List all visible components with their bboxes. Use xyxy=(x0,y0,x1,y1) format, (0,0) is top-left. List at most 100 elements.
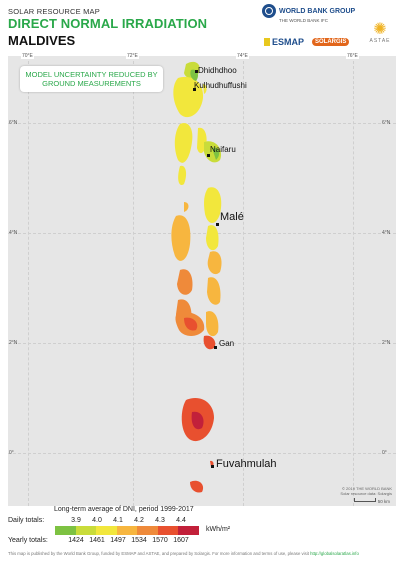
legend-daily-value: 4.3 xyxy=(155,517,165,524)
place-kulhudhuffushi[interactable]: Kulhudhuffushi xyxy=(194,81,247,90)
world-bank-globe-icon xyxy=(262,4,276,18)
astae-logo[interactable]: ✺ ASTAE xyxy=(368,21,392,45)
legend-swatch xyxy=(96,526,117,535)
atoll-addu-inner xyxy=(191,411,204,430)
atoll-baa xyxy=(178,165,187,186)
atoll-rasdhoo xyxy=(184,202,189,212)
place-dhidhdhoo[interactable]: Dhidhdhoo xyxy=(198,66,237,75)
model-uncertainty-note: MODEL UNCERTAINTY REDUCED BY GROUND MEAS… xyxy=(20,66,163,92)
lat-tick: 2°N xyxy=(9,340,18,346)
header-small-title: SOLAR RESOURCE MAP xyxy=(8,7,100,16)
country-name: MALDIVES xyxy=(8,33,76,48)
legend-swatch xyxy=(55,526,76,535)
lon-tick: 70°E xyxy=(21,53,34,59)
atoll-north-male xyxy=(204,187,222,223)
legend-daily-value: 4.4 xyxy=(176,517,186,524)
footer-note: This map is published by the World Bank … xyxy=(8,551,359,556)
capital-marker xyxy=(216,223,219,226)
lat-tick-right: 0° xyxy=(382,450,387,456)
legend-daily-value: 3.9 xyxy=(71,517,81,524)
place-marker xyxy=(211,465,214,468)
atoll-felidhoo xyxy=(207,251,222,275)
legend-swatch xyxy=(75,526,97,535)
legend-daily-value: 4.0 xyxy=(92,517,102,524)
grid-line-lon xyxy=(353,56,354,506)
legend-color-bar xyxy=(55,526,200,535)
footer-text: This map is published by the World Bank … xyxy=(8,551,309,556)
lat-tick: 6°N xyxy=(9,120,18,126)
map-title: DIRECT NORMAL IRRADIATION xyxy=(8,16,208,31)
scale-bar: 50 km xyxy=(353,498,390,504)
lon-tick: 76°E xyxy=(346,53,359,59)
lat-tick: 0° xyxy=(9,450,14,456)
world-bank-sub: THE WORLD BANK IFC xyxy=(279,18,329,23)
atoll-gaafu-red xyxy=(184,317,198,331)
atoll-laamu xyxy=(206,311,219,337)
atolls-layer xyxy=(171,61,222,493)
lat-tick: 4°N xyxy=(9,230,18,236)
yearly-totals-label: Yearly totals: xyxy=(8,537,48,544)
legend-title: Long-term average of DNI, period 1999-20… xyxy=(54,506,194,513)
grid-line-lat xyxy=(8,233,396,234)
legend-yearly-value: 1424 xyxy=(68,537,84,544)
legend-swatch xyxy=(137,526,158,535)
astae-label: ASTAE xyxy=(369,38,391,44)
place-marker xyxy=(193,88,196,91)
atoll-ari xyxy=(171,215,191,261)
atoll-faafu xyxy=(177,269,193,295)
daily-totals-label: Daily totals: xyxy=(8,517,45,524)
solargis-logo[interactable]: SOLARGIS xyxy=(312,38,350,46)
grid-line-lon xyxy=(243,56,244,506)
lat-tick-right: 2°N xyxy=(382,340,391,346)
grid-line-lon xyxy=(28,56,29,506)
legend-swatch xyxy=(178,526,200,535)
grid-line-lat xyxy=(8,453,396,454)
esmap-bar-icon xyxy=(264,38,270,46)
legend-daily-value: 4.1 xyxy=(113,517,123,524)
grid-line-lat xyxy=(8,123,396,124)
legend-daily-value: 4.2 xyxy=(134,517,144,524)
map-copyright: © 2019 THE WORLD BANK Solar resource dat… xyxy=(340,486,392,496)
legend-unit: kWh/m² xyxy=(206,526,231,533)
legend-yearly-value: 1534 xyxy=(131,537,147,544)
legend-yearly-value: 1607 xyxy=(173,537,189,544)
legend-swatch xyxy=(116,526,138,535)
grid-line-lat xyxy=(8,343,396,344)
world-bank-logo[interactable]: WORLD BANK GROUP xyxy=(262,4,355,18)
atoll-meemu xyxy=(207,277,221,305)
grid-line-lon xyxy=(133,56,134,506)
place-naifaru[interactable]: Naifaru xyxy=(210,145,236,154)
place-gan[interactable]: Gan xyxy=(219,339,235,348)
atoll-south-male xyxy=(206,225,219,251)
map-area[interactable]: 70°E 72°E 74°E 76°E 6°N 4°N 2°N 0° 6°N 4… xyxy=(8,53,396,506)
legend-swatch xyxy=(157,526,179,535)
partner-logos: WORLD BANK GROUP THE WORLD BANK IFC ESMA… xyxy=(262,4,392,54)
legend-yearly-value: 1461 xyxy=(89,537,105,544)
lon-tick: 74°E xyxy=(236,53,249,59)
legend-yearly-value: 1497 xyxy=(110,537,126,544)
footer-link[interactable]: http://globalsolaratlas.info xyxy=(310,551,359,556)
esmap-logo[interactable]: ESMAP xyxy=(264,37,304,47)
place-marker xyxy=(214,346,217,349)
atoll-lhaviyani-green xyxy=(212,147,220,160)
atoll-miladhunmadulu xyxy=(174,122,193,163)
legend-yearly-value: 1570 xyxy=(152,537,168,544)
copyright-text: © 2019 THE WORLD BANK xyxy=(342,486,392,491)
atoll-north-small xyxy=(203,84,207,94)
place-marker xyxy=(195,70,198,73)
esmap-label: ESMAP xyxy=(272,37,305,47)
lon-tick: 72°E xyxy=(126,53,139,59)
atoll-seenu xyxy=(190,480,204,493)
scale-label: 50 km xyxy=(377,499,390,504)
atoll-thiladhunmathi xyxy=(173,76,204,118)
copyright-sub: Solar resource data: Solargis xyxy=(340,491,392,496)
lat-tick-right: 4°N xyxy=(382,230,391,236)
place-male[interactable]: Malé xyxy=(220,211,244,223)
sun-icon: ✺ xyxy=(373,21,387,38)
lat-tick-right: 6°N xyxy=(382,120,391,126)
world-bank-label: WORLD BANK GROUP xyxy=(279,7,356,15)
scale-line xyxy=(353,498,376,502)
place-marker xyxy=(207,154,210,157)
place-fuvahmulah[interactable]: Fuvahmulah xyxy=(216,458,277,470)
atoll-laamu-south xyxy=(203,335,216,350)
